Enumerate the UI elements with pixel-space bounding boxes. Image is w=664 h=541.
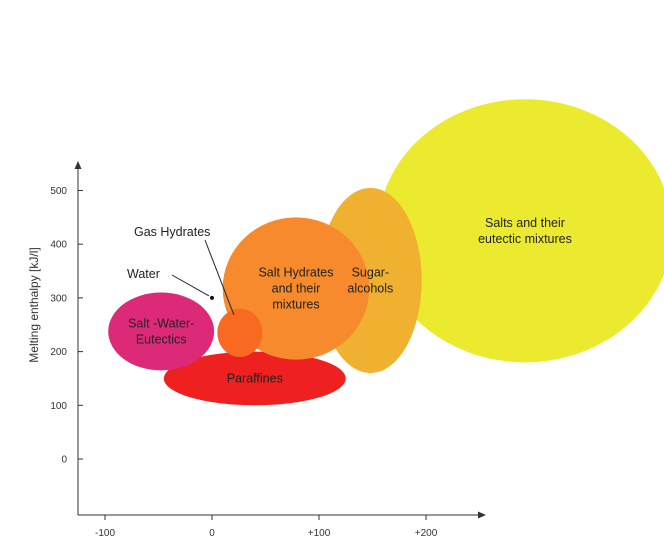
callout-gas-hydrates: Gas Hydrates <box>134 225 210 239</box>
x-tick-label: -100 <box>95 528 115 539</box>
region-label-line: alcohols <box>347 281 393 295</box>
region-label-line: eutectic mixtures <box>478 232 572 246</box>
region-label-salts-and-their-eutectic-mixtures: Salts and their eutectic mixtures <box>478 216 572 246</box>
region-label-line: Salt Hydrates <box>258 266 333 280</box>
region-label-line: Paraffines <box>227 371 283 385</box>
callout-water: Water <box>127 267 160 281</box>
y-axis-title: Melting enthalpy [kJ/l] <box>27 247 41 362</box>
region-gas-hydrates <box>217 308 263 357</box>
labels-layer: Salts and their eutectic mixtures Sugar-al… <box>128 216 572 386</box>
point-water <box>210 295 214 300</box>
y-axis-arrow <box>74 161 82 169</box>
region-label-salt-water-eutectics: Salt -Water- Eutectics <box>128 316 194 346</box>
y-tick-label: 0 <box>61 455 67 466</box>
region-label-line: Salts and their <box>485 216 565 230</box>
region-paraffines <box>163 351 346 406</box>
region-label-line: Sugar- <box>352 265 390 279</box>
x-tick-label: 0 <box>209 528 215 539</box>
x-tick-label: +100 <box>308 528 331 539</box>
y-tick-label: 100 <box>50 401 67 412</box>
region-salt-water-eutectics <box>108 292 215 371</box>
x-axis-arrow <box>478 511 486 519</box>
region-label-line: and their <box>272 282 321 296</box>
axes-layer: -100 0 +100 +200 0 100 200 300 400 500 <box>50 161 486 539</box>
x-tick-label: +200 <box>415 528 438 539</box>
region-label-line: Salt -Water- <box>128 316 194 330</box>
region-salts-and-their-eutectic-mixtures <box>377 99 664 363</box>
y-tick-label: 500 <box>50 186 67 197</box>
y-tick-label: 200 <box>50 347 67 358</box>
callout-line-water <box>171 274 210 297</box>
region-label-line: mixtures <box>272 298 319 312</box>
region-label-paraffines: Paraffines <box>227 371 283 385</box>
callout-line-gas-hydrates <box>204 239 235 315</box>
region-label-salt-hydrates-and-their-mixtures: Salt Hydrates and their mixtures <box>258 266 333 312</box>
callout-layer: Gas Hydrates Water <box>127 225 235 315</box>
region-label-line: Eutectics <box>136 332 187 346</box>
regions-layer <box>108 99 664 406</box>
region-label-sugar-alcohols: Sugar-alcohols <box>347 265 393 295</box>
y-tick-label: 400 <box>50 240 67 251</box>
y-tick-label: 300 <box>50 293 67 304</box>
